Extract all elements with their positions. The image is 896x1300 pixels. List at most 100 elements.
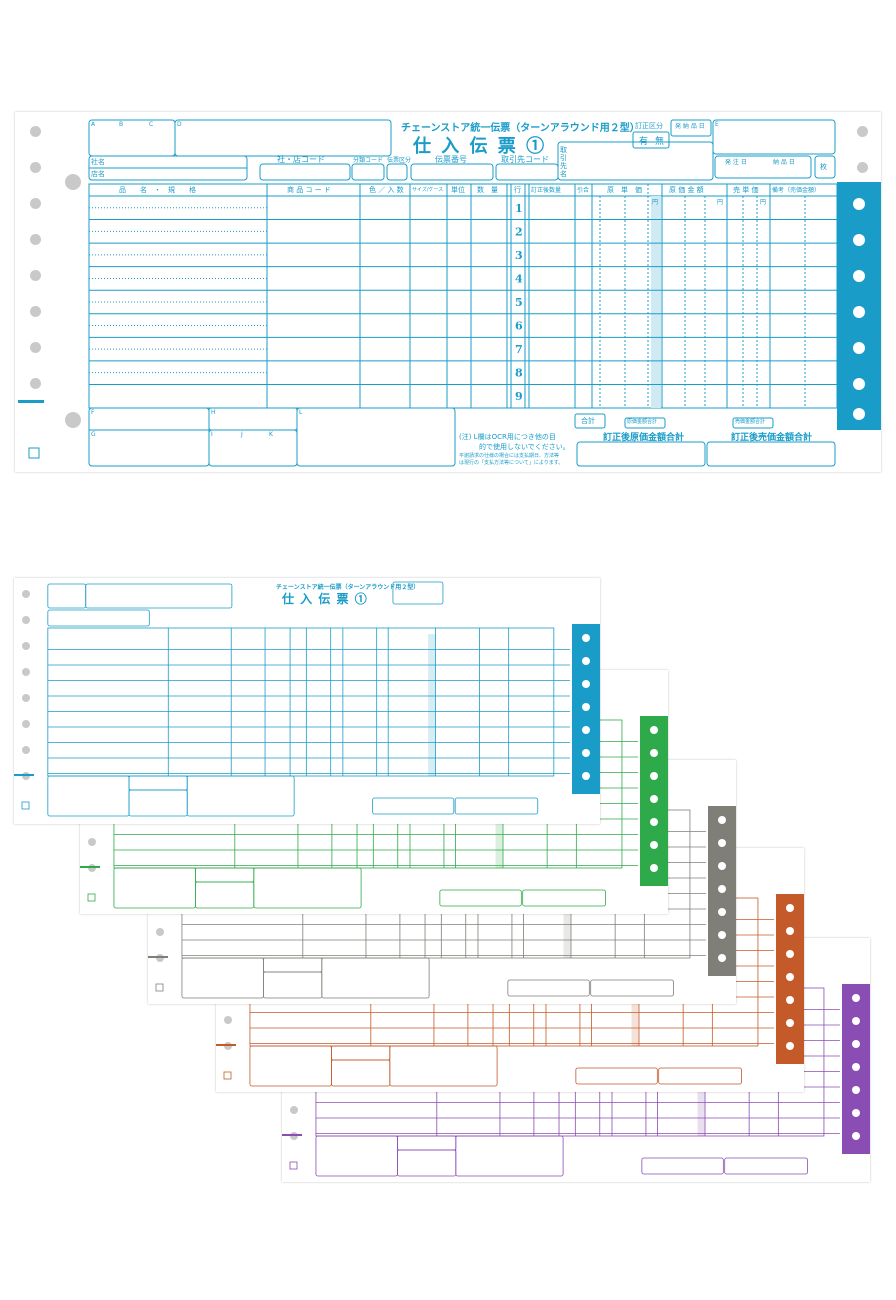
form-box xyxy=(113,867,196,909)
strip-hole xyxy=(718,862,726,870)
strip-hole xyxy=(650,726,658,734)
shaded-column xyxy=(428,634,436,776)
punch-hole xyxy=(88,864,96,872)
strip-hole xyxy=(582,680,590,688)
form-box xyxy=(590,979,674,997)
copy-color-strip xyxy=(842,984,870,1154)
vendor-name-label: 取引先名 xyxy=(560,146,567,178)
col-header-cost-unit: 原 単 価 xyxy=(607,186,642,194)
class-code-label: 分類コード xyxy=(353,157,384,164)
form-box xyxy=(47,583,87,609)
col-header-color: 色 ／ 入 数 xyxy=(369,186,404,194)
col-header-match: 引合 xyxy=(577,187,590,194)
cost-total-tag: 原価金額合計 xyxy=(627,419,658,425)
strip-hole xyxy=(718,931,726,939)
strip-hole xyxy=(786,1042,794,1050)
strip-hole xyxy=(786,904,794,912)
form-box xyxy=(253,867,362,909)
note-line-2: 的で使用しないでください。 xyxy=(479,443,570,451)
row-number: 8 xyxy=(515,367,523,380)
box-k-label: K xyxy=(269,431,273,438)
punch-hole xyxy=(22,590,30,598)
form-box xyxy=(47,609,150,627)
slip-grid: 1 2 3 4 5 6 7 8 9 xyxy=(28,119,838,467)
slip-number-label: 伝票番号 xyxy=(435,155,467,164)
row-number: 6 xyxy=(515,320,523,333)
strip-hole xyxy=(852,1063,860,1071)
strip-hole xyxy=(852,1017,860,1025)
form-box xyxy=(186,775,295,817)
sheet-count-label: 枚 xyxy=(820,163,827,171)
strip-hole xyxy=(582,703,590,711)
form-box xyxy=(249,1045,332,1087)
box-e-label: E xyxy=(715,121,719,128)
corrected-cost-total: 訂正後原価金額合計 xyxy=(603,433,685,443)
box-d-label: D xyxy=(177,121,182,128)
slip-kind-label: 伝票区分 xyxy=(387,157,412,164)
form-box xyxy=(439,889,522,907)
row-number: 3 xyxy=(515,249,523,262)
form-box xyxy=(575,1067,658,1085)
form-box xyxy=(372,797,455,815)
corner-mark xyxy=(87,893,96,902)
form-box xyxy=(195,881,255,909)
copy-color-strip xyxy=(640,716,668,886)
left-margin-mark xyxy=(80,866,100,868)
strip-hole xyxy=(852,1132,860,1140)
note-line-1: (注) L欄はOCR用につき他の目 xyxy=(459,433,556,441)
box-i-label: I xyxy=(211,431,213,438)
sale-total-tag: 売価金額合計 xyxy=(735,419,766,425)
order-date-label: 発 納 品 日 xyxy=(675,123,705,130)
strip-hole xyxy=(786,927,794,935)
strip-hole xyxy=(582,634,590,642)
left-margin-mark xyxy=(282,1134,302,1136)
form-box xyxy=(331,1059,391,1087)
col-header-size: サイズ/ケース xyxy=(412,187,444,193)
form-box xyxy=(315,1135,398,1177)
strip-hole xyxy=(582,726,590,734)
corrected-sale-total: 訂正後売価金額合計 xyxy=(731,433,813,443)
slip-copy: チェーンストア統一伝票（ターンアラウンド用２型）仕 入 伝 票 ① xyxy=(14,578,600,824)
corner-mark xyxy=(289,1161,298,1170)
form-box xyxy=(397,1135,457,1151)
form-box xyxy=(455,1135,564,1177)
corner-mark xyxy=(21,801,30,810)
box-l-label: L xyxy=(299,409,303,416)
col-header-name: 品 名 ・ 規 格 xyxy=(119,186,196,194)
col-header-sale-unit: 売 単 価 xyxy=(733,186,759,194)
yen-mark-cost: 円 xyxy=(652,199,659,206)
form-box xyxy=(128,775,188,791)
punch-hole xyxy=(224,1042,232,1050)
form-box xyxy=(195,867,255,883)
punch-hole xyxy=(22,746,30,754)
box-c-label: C xyxy=(149,121,154,128)
form-box xyxy=(128,789,188,817)
form-box xyxy=(658,1067,742,1085)
yen-mark-amount: 円 xyxy=(717,199,724,206)
copy-color-strip xyxy=(708,806,736,976)
delivery-date-label: 発 注 日 xyxy=(725,159,747,166)
strip-hole xyxy=(582,749,590,757)
box-h-label: H xyxy=(211,409,216,416)
box-j-label: J xyxy=(241,431,243,438)
vendor-code-label: 取引先コード xyxy=(501,155,549,164)
strip-hole xyxy=(650,772,658,780)
strip-hole xyxy=(650,841,658,849)
col-header-qty: 数 量 xyxy=(477,186,498,194)
col-header-code: 商 品 コ ー ド xyxy=(287,186,331,194)
form-box xyxy=(47,775,130,817)
punch-hole xyxy=(22,642,30,650)
strip-hole xyxy=(650,818,658,826)
form-box xyxy=(85,583,233,609)
copy-color-strip xyxy=(572,624,600,794)
punch-hole xyxy=(22,772,30,780)
row-number: 1 xyxy=(515,202,523,215)
left-margin-mark xyxy=(14,774,34,776)
left-margin-mark xyxy=(18,400,44,403)
strip-hole xyxy=(718,908,726,916)
correction-no: 無 xyxy=(655,137,665,147)
punch-hole xyxy=(290,1132,298,1140)
form-title-line: チェーンストア統一伝票（ターンアラウンド用２型） xyxy=(401,123,640,134)
box-a-label: A xyxy=(91,121,96,128)
note-line-4: は現行の「支払方法等について」によります。 xyxy=(459,460,564,466)
